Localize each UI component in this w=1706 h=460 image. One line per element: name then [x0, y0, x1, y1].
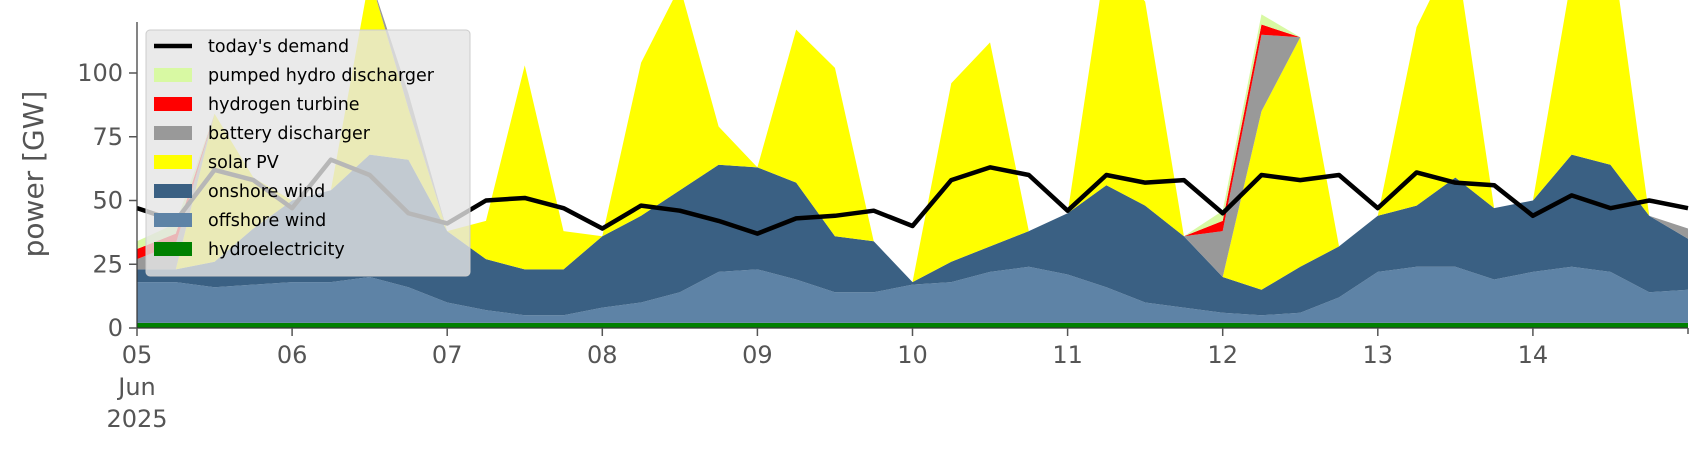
- legend-swatch-hydrogen-turbine: [154, 97, 192, 111]
- legend-label-offshore-wind: offshore wind: [208, 211, 326, 231]
- legend-box: [145, 29, 471, 277]
- y-tick-label: 50: [92, 187, 123, 215]
- legend-swatch-offshore-wind: [154, 213, 192, 227]
- legend-swatch-onshore-wind: [154, 184, 192, 198]
- x-tick-label: 06: [277, 341, 308, 369]
- y-tick-label: 0: [108, 314, 123, 342]
- legend-label-pumped-hydro-discharger: pumped hydro discharger: [208, 66, 435, 86]
- x-tick-label: 10: [897, 341, 928, 369]
- legend-label-hydrogen-turbine: hydrogen turbine: [208, 95, 360, 115]
- y-tick-label: 25: [92, 250, 123, 278]
- x-tick-label: 07: [432, 341, 463, 369]
- x-tick-label: 12: [1207, 341, 1238, 369]
- x-tick-label: 05 Jun 2025: [106, 341, 167, 433]
- y-axis-label: power [GW]: [17, 91, 50, 258]
- series-area-onshore-wind: [137, 154, 1688, 316]
- x-tick-label: 09: [742, 341, 773, 369]
- x-tick-label: 08: [587, 341, 618, 369]
- legend-swatch-hydroelectricity: [154, 242, 192, 256]
- legend-swatch-pumped-hydro-discharger: [154, 68, 192, 82]
- y-tick-label: 100: [77, 59, 123, 87]
- x-tick-label: 13: [1363, 341, 1394, 369]
- series-area-solar-pv: [137, 0, 1688, 290]
- legend-label-battery-discharger: battery discharger: [208, 124, 371, 144]
- legend-swatch-solar-pv: [154, 155, 192, 169]
- legend-label-hydroelectricity: hydroelectricity: [208, 240, 345, 260]
- legend-label-today-s-demand: today's demand: [208, 37, 349, 57]
- legend-label-solar-pv: solar PV: [208, 153, 279, 173]
- series-area-hydroelectricity: [137, 322, 1688, 328]
- stacked-areas: [137, 0, 1688, 328]
- legend: today's demand pumped hydro discharger hyd…: [145, 29, 471, 277]
- legend-swatch-battery-discharger: [154, 126, 192, 140]
- y-axis: 0 25 50 75 100: [77, 22, 138, 342]
- y-tick-label: 75: [92, 123, 123, 151]
- x-tick-label: 11: [1052, 341, 1083, 369]
- x-tick-label: 14: [1518, 341, 1549, 369]
- legend-label-onshore-wind: onshore wind: [208, 182, 325, 202]
- series-area-offshore-wind: [137, 266, 1688, 323]
- x-axis: 05 Jun 2025 06 07 08 09 10 11 12 13 14: [106, 327, 1689, 433]
